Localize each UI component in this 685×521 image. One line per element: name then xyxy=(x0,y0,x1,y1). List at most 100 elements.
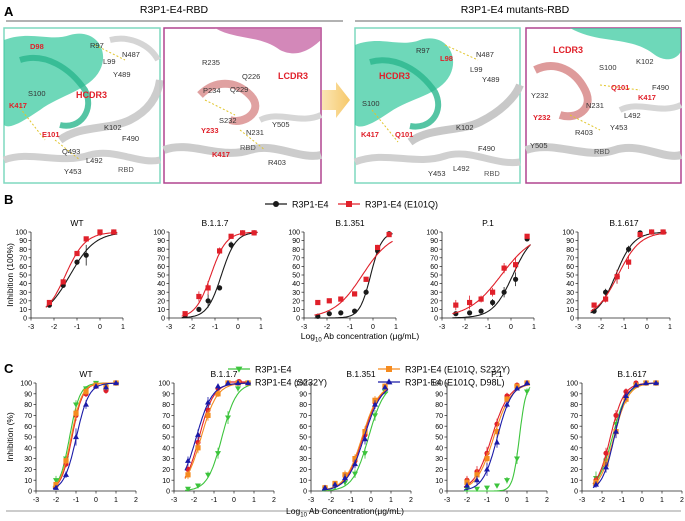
y-tick-label: 60 xyxy=(430,264,438,271)
y-tick-label: 90 xyxy=(162,391,170,398)
residue-label: Q229 xyxy=(230,85,248,94)
x-axis-label: Log10 Ab Concentration(μg/mL) xyxy=(286,506,404,519)
x-tick-label: 0 xyxy=(640,497,644,504)
x-tick-label: -1 xyxy=(212,324,218,331)
data-point xyxy=(97,229,103,235)
data-point xyxy=(382,384,388,390)
residue-label: N487 xyxy=(122,50,140,59)
x-tick-label: 2 xyxy=(409,497,413,504)
data-point xyxy=(626,259,632,265)
data-point xyxy=(490,289,496,295)
data-point xyxy=(363,276,369,282)
y-tick-label: 50 xyxy=(299,435,307,442)
x-tick-label: -3 xyxy=(444,497,450,504)
panel-c: C R3P1-E4 R3P1-E4 (S232Y) R3P1-E4 (E101Q, … xyxy=(4,361,684,519)
series-R3P1-E4 xyxy=(464,386,531,492)
y-tick-label: 0 xyxy=(574,489,578,496)
y-tick-label: 70 xyxy=(299,413,307,420)
structure-frame-1 xyxy=(2,27,164,184)
x-tick-label: -2 xyxy=(324,324,330,331)
series-R3P1-E4 (E101Q) xyxy=(314,231,393,316)
x-axis-label: Log10 Ab concentration (μg/mL) xyxy=(301,331,420,344)
legend-label: R3P1-E4 (E101Q) xyxy=(365,200,438,210)
x-tick-label: -2 xyxy=(51,324,57,331)
x-tick-label: -2 xyxy=(464,497,470,504)
subplot-B.1.617: B.1.617 0 10 20 30 40 50 60 70 80 90 100 -3 -2 -1 0 1 2 xyxy=(566,369,684,504)
data-point xyxy=(501,289,507,295)
legend-label: R3P1-E4 xyxy=(255,365,292,375)
x-axis-label-log: Log xyxy=(301,331,315,341)
legend-marker xyxy=(385,378,393,385)
data-point xyxy=(53,481,59,488)
data-point xyxy=(660,229,666,235)
x-tick-label: -2 xyxy=(462,324,468,331)
x-tick-label: -1 xyxy=(484,497,490,504)
y-tick-label: 100 xyxy=(158,381,170,388)
x-tick-label: -3 xyxy=(166,324,172,331)
y-tick-label: 70 xyxy=(435,413,443,420)
y-tick-label: 50 xyxy=(570,435,578,442)
data-point xyxy=(74,250,80,257)
x-tick-label: 1 xyxy=(668,324,672,331)
data-point xyxy=(362,429,368,435)
series-R3P1-E4 (E101Q, D98L) xyxy=(463,379,531,491)
legend-marker xyxy=(235,366,243,373)
fit-curve xyxy=(184,382,251,480)
x-tick-label: 2 xyxy=(680,497,684,504)
data-point xyxy=(83,401,89,407)
y-tick-label: 20 xyxy=(566,298,574,305)
fit-curve xyxy=(184,384,252,491)
data-point xyxy=(53,484,59,490)
legend: R3P1-E4 R3P1-E4 (S232Y) R3P1-E4 (E101Q, S2… xyxy=(228,365,510,388)
data-point xyxy=(60,279,66,285)
series-R3P1-E4 (E101Q, D98L) xyxy=(52,379,119,490)
residue-label: K102 xyxy=(456,123,474,132)
data-point xyxy=(225,379,231,386)
y-tick-label: 90 xyxy=(430,238,438,245)
y-tick-label: 50 xyxy=(292,273,300,280)
y-tick-label: 10 xyxy=(292,307,300,314)
residue-label: N231 xyxy=(586,101,604,110)
residue-label: K102 xyxy=(104,123,122,132)
residue-label: L99 xyxy=(103,57,116,66)
y-tick-label: 80 xyxy=(24,402,32,409)
data-point xyxy=(474,477,480,483)
data-point xyxy=(245,379,251,386)
data-point xyxy=(613,428,619,434)
data-point xyxy=(83,236,89,242)
residue-label: R97 xyxy=(416,46,430,55)
residue-label: S232 xyxy=(219,116,237,125)
residue-label: LCDR3 xyxy=(553,45,583,55)
residue-label: R403 xyxy=(575,128,593,137)
series-R3P1-E4 (E101Q) xyxy=(45,229,118,308)
data-point xyxy=(372,401,378,407)
data-point xyxy=(603,464,609,470)
residue-label: R97 xyxy=(90,41,104,50)
x-tick-label: -2 xyxy=(53,497,59,504)
y-tick-label: 50 xyxy=(435,435,443,442)
y-tick-label: 60 xyxy=(570,424,578,431)
data-point xyxy=(613,412,619,418)
data-point xyxy=(504,478,510,484)
fit-curve xyxy=(181,231,258,319)
y-tick-label: 50 xyxy=(19,273,27,280)
data-point xyxy=(593,481,599,487)
series-R3P1-E4 xyxy=(184,380,252,492)
data-point xyxy=(478,308,484,314)
y-tick-label: 20 xyxy=(570,467,578,474)
x-tick-label: -2 xyxy=(189,324,195,331)
data-point xyxy=(352,291,358,297)
residue-label: P234 xyxy=(203,86,221,95)
data-point xyxy=(83,252,89,258)
y-tick-label: 100 xyxy=(431,381,443,388)
data-point xyxy=(53,478,59,484)
y-tick-label: 60 xyxy=(157,264,165,271)
residue-label: L492 xyxy=(624,111,641,120)
y-tick-label: 20 xyxy=(162,467,170,474)
residue-label: Y489 xyxy=(113,70,131,79)
residue-label: RBD xyxy=(240,143,256,152)
residue-label: Y505 xyxy=(530,141,548,150)
data-point xyxy=(195,445,201,451)
residue-label: Q101 xyxy=(395,130,413,139)
